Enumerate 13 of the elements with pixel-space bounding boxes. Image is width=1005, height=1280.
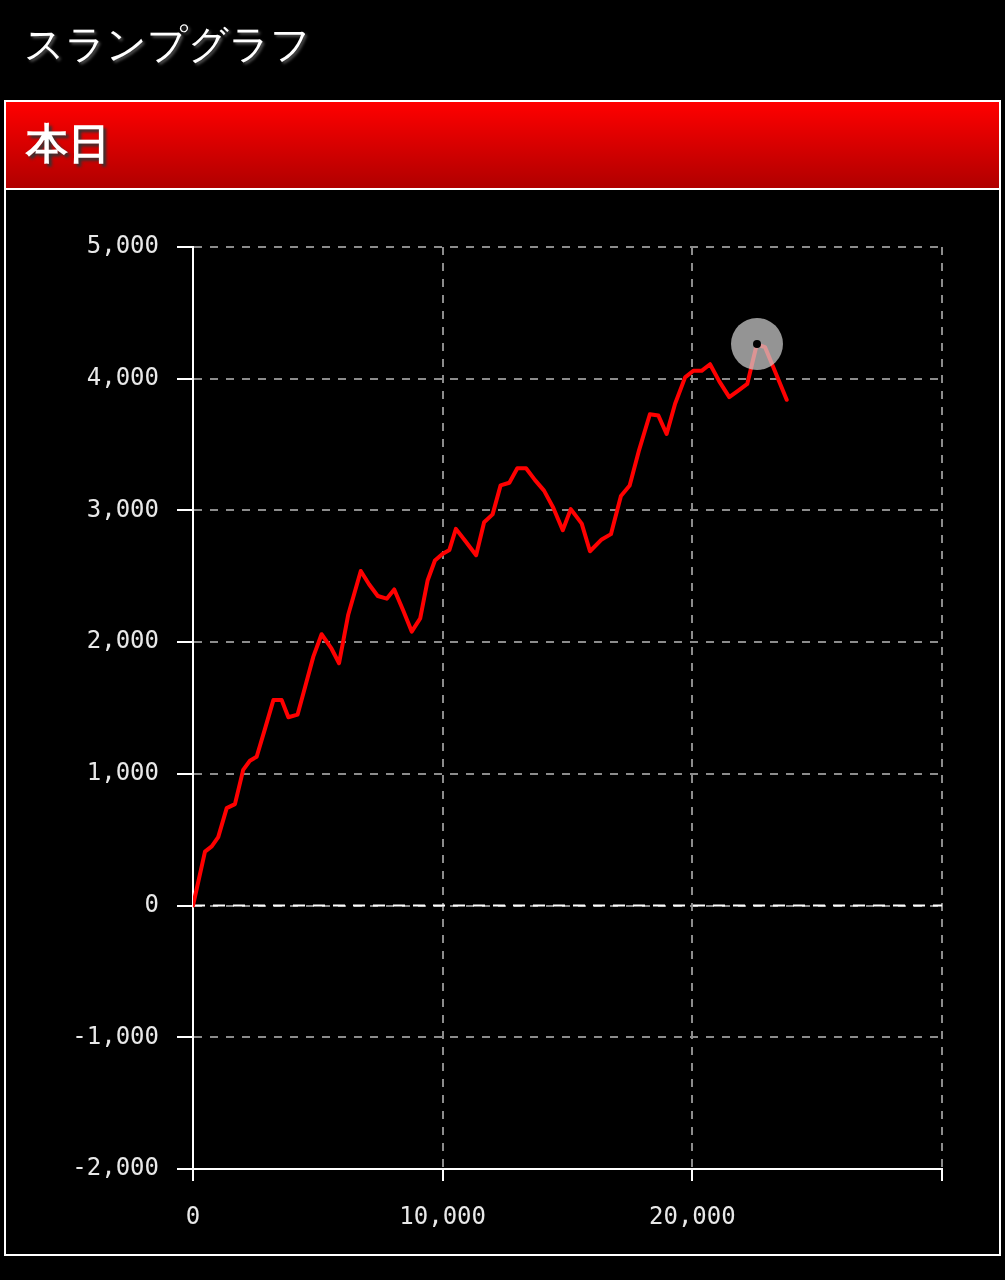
y-tick-label: 5,000 bbox=[86, 231, 159, 260]
y-tick-label: 2,000 bbox=[86, 626, 159, 655]
y-tick-label: -2,000 bbox=[72, 1153, 159, 1182]
y-tick-label: 3,000 bbox=[86, 494, 159, 523]
chart-subtitle: 本日 bbox=[26, 118, 110, 170]
y-tick-label: 4,000 bbox=[86, 362, 159, 391]
x-tick-label: 20,000 bbox=[648, 1201, 736, 1230]
x-tick-label: 10,000 bbox=[399, 1201, 487, 1230]
y-tick-label: 0 bbox=[144, 889, 159, 918]
y-tick-label: -1,000 bbox=[72, 1021, 159, 1050]
y-tick-label: 1,000 bbox=[86, 758, 159, 787]
chart-title: スランプグラフ bbox=[24, 20, 311, 69]
x-tick-label: 0 bbox=[185, 1201, 201, 1230]
